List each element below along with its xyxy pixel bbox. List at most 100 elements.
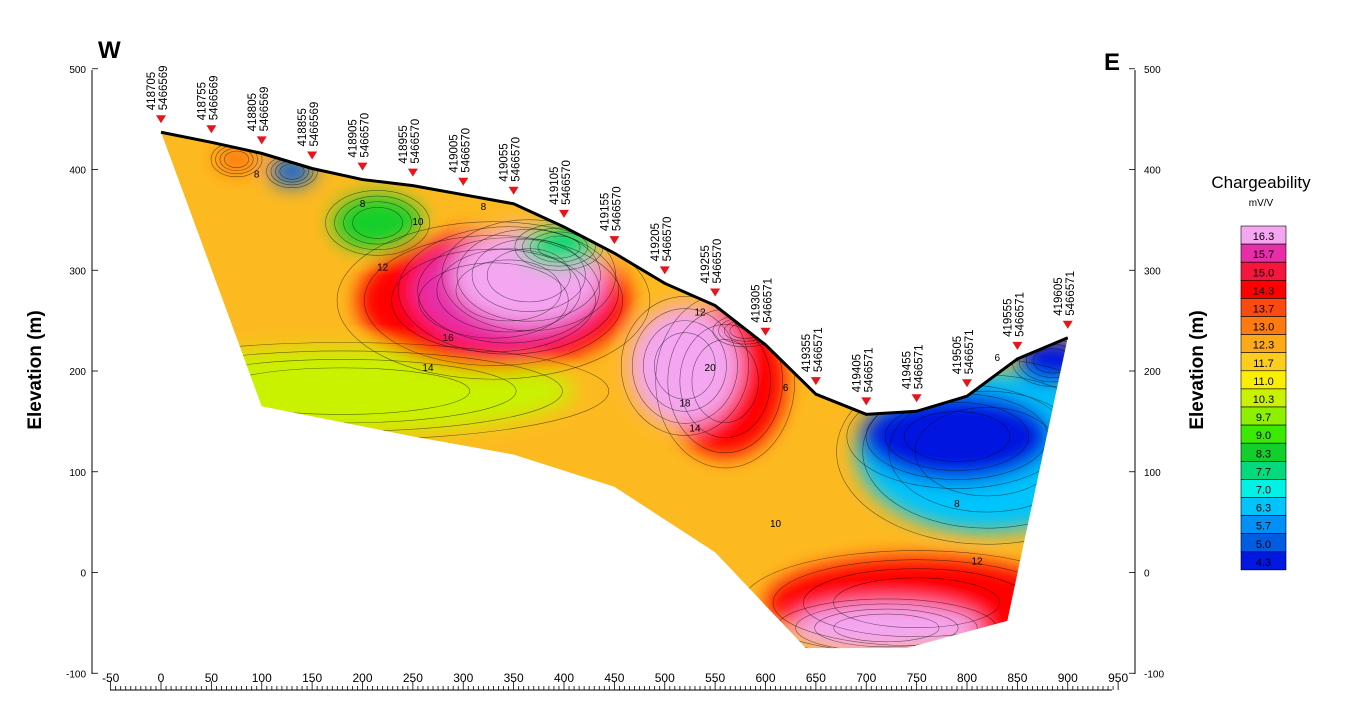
y-left-tick-label: 100	[69, 468, 86, 479]
y-left-tick-label: -100	[66, 669, 86, 680]
station-418905: 418905 5466570	[348, 113, 372, 171]
x-tick-label: 350	[504, 671, 524, 685]
station-easting: 419605	[1053, 277, 1065, 315]
x-tick-label: 950	[1108, 671, 1128, 685]
station-419605: 419605 5466571	[1053, 271, 1077, 329]
station-418705: 418705 5466569	[146, 65, 170, 124]
contour-1-1	[418, 262, 569, 339]
station-northing: 5466569	[259, 87, 271, 132]
y-left-tick-label: 0	[80, 569, 86, 580]
station-northing: 5466569	[208, 76, 220, 121]
station-northing: 5466571	[1065, 271, 1077, 316]
x-tick-label: 800	[957, 671, 977, 685]
x-tick-label: 700	[856, 671, 876, 685]
legend-level-label: 5.7	[1256, 521, 1271, 533]
x-tick-label: -50	[102, 671, 120, 685]
legend-level-label: 4.3	[1256, 557, 1271, 569]
station-easting: 418955	[398, 125, 410, 163]
contour-4-2	[343, 201, 412, 245]
x-tick-label: 400	[554, 671, 574, 685]
contour-10-3	[631, 308, 738, 424]
x-tick-label: 50	[205, 671, 219, 685]
station-northing: 5466570	[611, 186, 623, 231]
x-tick-label: 200	[352, 671, 372, 685]
station-easting: 419155	[599, 193, 611, 231]
station-419555: 419555 5466571	[1002, 292, 1026, 350]
station-marker-icon	[508, 186, 519, 195]
legend-level-label: 13.7	[1253, 304, 1274, 316]
x-axis-ticks: -50 0 50 100 150 200 250 300 350 400 450 500 550 600 6…	[102, 671, 1128, 690]
station-easting: 419505	[952, 336, 964, 374]
legend-level-label: 12.3	[1253, 340, 1274, 352]
station-northing: 5466570	[511, 137, 523, 182]
station-marker-icon	[710, 288, 721, 297]
station-easting: 418855	[297, 108, 309, 146]
station-marker-icon	[1062, 320, 1073, 329]
section-plot-area	[161, 132, 1068, 649]
legend-level-label: 15.0	[1253, 267, 1274, 279]
topography-line	[160, 130, 1069, 416]
station-419205: 419205 5466570	[650, 217, 674, 275]
station-easting: 419355	[801, 334, 813, 372]
contour-12-2	[884, 402, 1030, 471]
y-right-tick-label: 200	[1144, 367, 1161, 378]
station-easting: 419105	[549, 167, 561, 205]
station-marker-icon	[861, 397, 872, 406]
contour-label: 16	[443, 333, 455, 344]
x-tick-label: 150	[302, 671, 322, 685]
station-419505: 419505 5466571	[952, 329, 976, 388]
station-northing: 5466571	[763, 278, 775, 323]
legend-level-label: 8.3	[1256, 448, 1271, 460]
station-418755: 418755 5466569	[196, 76, 220, 134]
anomaly-4	[332, 194, 423, 252]
station-northing: 5466570	[561, 160, 573, 205]
contour-label: 8	[954, 499, 960, 510]
legend-unit: mV/V	[1249, 198, 1274, 209]
y-right-tick-label: 500	[1144, 65, 1161, 76]
y-axis-title-left: Elevation (m)	[25, 310, 46, 429]
contour-9-1	[691, 339, 759, 423]
legend-level-label: 9.7	[1256, 412, 1271, 424]
contour-4-3	[334, 195, 421, 250]
contour-11-2	[888, 390, 1068, 513]
station-northing: 5466570	[360, 113, 372, 158]
y-right-tick-label: -100	[1144, 669, 1164, 680]
contour-1-2	[391, 248, 596, 353]
y-axis-right-ticks: -100 0 100 200 300 400 500	[1129, 65, 1164, 680]
station-marker-icon	[357, 162, 368, 171]
x-tick-label: 250	[403, 671, 423, 685]
station-easting: 419205	[650, 223, 662, 261]
contour-label: 12	[694, 308, 706, 319]
contour-label: 8	[360, 199, 366, 210]
legend-level-label: 7.0	[1256, 485, 1271, 497]
contour-3-2	[471, 238, 586, 312]
anomaly-10	[629, 305, 741, 427]
x-tick-label: 450	[604, 671, 624, 685]
station-marker-icon	[760, 327, 771, 336]
legend-level-label: 14.3	[1253, 285, 1274, 297]
y-axis-left-ticks: -100 0 100 200 300 400 500	[66, 65, 98, 680]
legend-level-label: 5.0	[1256, 539, 1271, 551]
contour-15-2	[814, 608, 959, 648]
x-tick-label: 850	[1007, 671, 1027, 685]
y-right-tick-label: 100	[1144, 468, 1161, 479]
legend-swatch	[1240, 551, 1287, 571]
station-markers: 418705 5466569 418755 5466569 418805 5466569 4…	[146, 65, 1077, 406]
contour-3-4	[441, 219, 616, 332]
legend-level-label: 7.7	[1256, 466, 1271, 478]
station-419005: 419005 5466570	[448, 128, 472, 186]
station-easting: 418705	[146, 72, 158, 110]
station-easting: 419405	[851, 354, 863, 392]
anomaly-12	[861, 391, 1053, 482]
contour-label: 18	[679, 398, 691, 409]
x-tick-label: 750	[907, 671, 927, 685]
x-tick-label: 300	[453, 671, 473, 685]
station-northing: 5466569	[309, 102, 321, 147]
x-tick-label: 900	[1058, 671, 1078, 685]
legend-colorbar: 16.3 15.7 15.0 14.3 13.7 13.0 12.3 11.7 11.0 10.3…	[1240, 225, 1287, 571]
station-418955: 418955 5466570	[398, 119, 422, 177]
contour-label: 12	[972, 556, 984, 567]
legend-level-label: 11.0	[1253, 376, 1274, 388]
station-marker-icon	[307, 151, 318, 160]
